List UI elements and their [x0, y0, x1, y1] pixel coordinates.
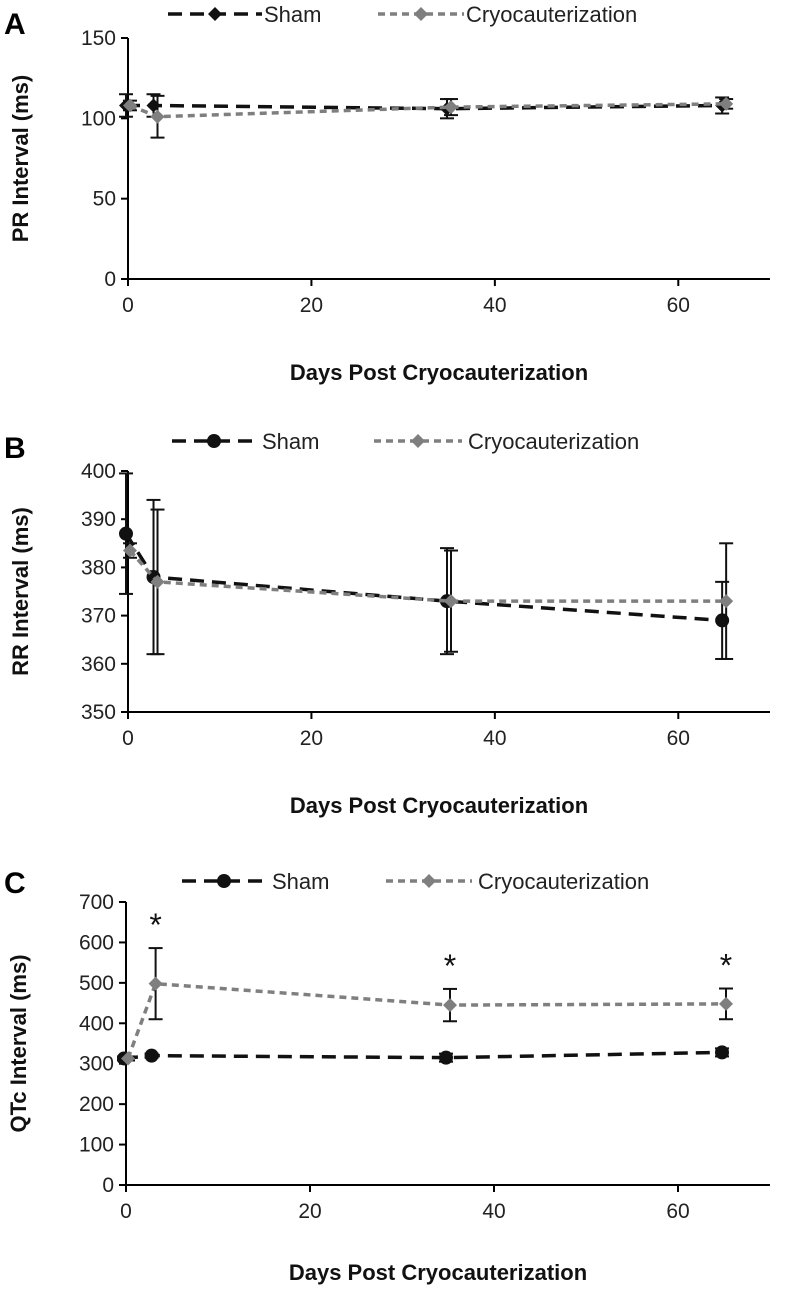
x-axis-title: Days Post Cryocauterization	[290, 360, 588, 385]
legend-label-cryo: Cryocauterization	[466, 2, 637, 27]
data-point-cryo	[444, 100, 458, 115]
x-tick-label: 60	[666, 1200, 689, 1223]
y-tick-label: 0	[104, 268, 116, 291]
y-tick-label: 50	[93, 188, 116, 211]
panel-c: C 0 100 200 300 400 500 600 700 0 20 40 60 Days Post …	[4, 867, 770, 1285]
y-tick-label: 0	[102, 1174, 114, 1197]
panel-letter: B	[4, 432, 26, 465]
panel-letter: A	[4, 8, 26, 41]
y-tick-label: 400	[81, 460, 116, 483]
series-line-sham	[126, 103, 723, 111]
data-point-cryo	[443, 998, 457, 1013]
series-line-sham	[123, 1050, 723, 1061]
x-tick-label: 20	[300, 727, 323, 750]
legend-label-sham: Sham	[272, 869, 329, 894]
legend-marker-sham	[217, 874, 231, 888]
data-point-cryo	[150, 574, 165, 589]
significance-star: *	[444, 948, 456, 984]
y-tick-label: 400	[79, 1012, 114, 1035]
series-line-cryo	[129, 102, 727, 119]
series-cryo	[123, 508, 734, 660]
x-tick-label: 60	[667, 727, 690, 750]
series-sham	[119, 472, 730, 660]
y-tick-label: 370	[81, 605, 116, 628]
data-point-cryo	[444, 594, 458, 609]
y-tick-label: 500	[79, 972, 114, 995]
data-point-cryo	[719, 96, 734, 111]
x-tick-label: 0	[122, 727, 134, 750]
panel-a: A 0 50 100 150 0 20 40 60 Days Post Cryocauteriza…	[4, 2, 770, 385]
x-tick-label: 40	[483, 727, 506, 750]
data-point-cryo	[123, 98, 137, 113]
legend-label-cryo: Cryocauterization	[468, 429, 639, 454]
legend-label-sham: Sham	[262, 429, 319, 454]
legend-label-cryo: Cryocauterization	[478, 869, 649, 894]
legend: Sham Cryocauterization	[168, 2, 637, 27]
y-tick-label: 360	[81, 653, 116, 676]
data-point-cryo	[719, 594, 734, 609]
y-tick-label: 380	[81, 556, 116, 579]
data-point-cryo	[121, 1051, 135, 1066]
x-tick-label: 20	[300, 294, 323, 317]
panel-b: B 350 360 370 380 390 400 0 20 40 60 Days Post Cryo…	[4, 429, 770, 818]
data-point-cryo	[150, 109, 165, 124]
x-axis-title: Days Post Cryocauterization	[290, 793, 588, 818]
x-tick-label: 20	[298, 1200, 321, 1223]
data-point-cryo	[123, 543, 137, 558]
y-tick-label: 350	[81, 701, 116, 724]
legend-marker-sham	[207, 434, 221, 448]
data-point-sham	[144, 1048, 159, 1063]
y-tick-label: 300	[79, 1053, 114, 1076]
legend: Sham Cryocauterization	[182, 869, 649, 894]
x-tick-label: 0	[120, 1200, 132, 1223]
panel-letter: C	[4, 867, 26, 900]
y-tick-label: 100	[79, 1134, 114, 1157]
y-tick-label: 200	[79, 1093, 114, 1116]
legend-marker-cryo	[411, 434, 425, 448]
x-tick-label: 40	[483, 294, 506, 317]
series-sham	[117, 1045, 729, 1066]
y-tick-label: 100	[81, 107, 116, 130]
series-cryo	[121, 947, 733, 1066]
y-tick-label: 600	[79, 931, 114, 954]
data-point-sham	[119, 526, 133, 541]
legend-label-sham: Sham	[264, 2, 321, 27]
x-tick-label: 40	[482, 1200, 505, 1223]
x-tick-label: 60	[667, 294, 690, 317]
significance-star: *	[720, 948, 732, 984]
y-axis-title: PR Interval (ms)	[8, 75, 33, 243]
data-point-cryo	[148, 976, 163, 991]
significance-star: *	[149, 907, 161, 943]
data-point-sham	[439, 1050, 453, 1065]
x-tick-label: 0	[122, 294, 134, 317]
legend: Sham Cryocauterization	[172, 429, 639, 454]
series-line-cryo	[126, 981, 727, 1060]
y-axis-title: QTc Interval (ms)	[6, 954, 31, 1132]
series-line-cryo	[128, 549, 727, 603]
y-tick-label: 150	[81, 27, 116, 50]
legend-marker-cryo	[414, 7, 428, 21]
data-point-sham	[715, 1045, 729, 1060]
legend-marker-cryo	[422, 874, 436, 888]
series-cryo	[123, 94, 734, 139]
y-tick-label: 390	[81, 508, 116, 531]
y-axis-title: RR Interval (ms)	[8, 507, 33, 676]
y-tick-label: 700	[79, 891, 114, 914]
data-point-cryo	[719, 996, 733, 1011]
legend-marker-sham	[208, 7, 222, 21]
x-axis-title: Days Post Cryocauterization	[289, 1260, 587, 1285]
series-line-sham	[124, 532, 723, 623]
